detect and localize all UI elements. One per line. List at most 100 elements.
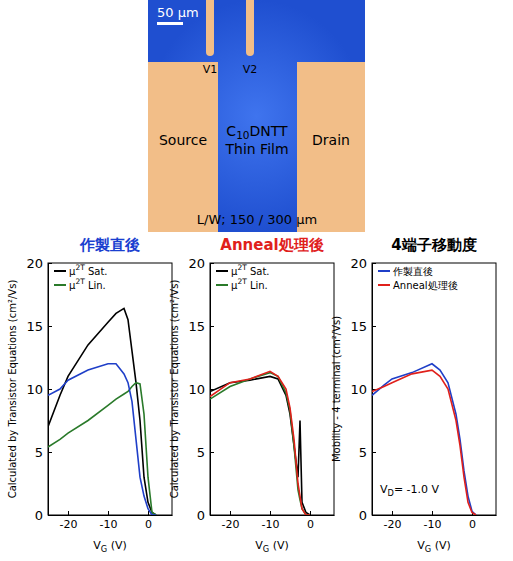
legend-swatch [54, 270, 66, 272]
legend-swatch [54, 284, 66, 286]
x-tick: -20 [222, 511, 240, 531]
y-axis: 0 5 10 15 20 [188, 256, 214, 523]
y-tick-mark [48, 515, 52, 516]
legend-swatch [216, 270, 228, 272]
plot-frame [372, 263, 496, 515]
y-tick-label: 0 [197, 508, 205, 523]
y-tick: 15 [350, 319, 376, 334]
series-line [48, 383, 156, 515]
y-axis-title: Calculated by Transistor Equations (cm²/… [169, 280, 180, 499]
panel-title: Anneal処理後 [220, 236, 323, 254]
x-tick: -10 [262, 511, 280, 531]
legend: 作製直後 Anneal処理後 [378, 266, 458, 291]
text-part: 2T [75, 263, 85, 272]
legend-entry: 作製直後 [378, 266, 433, 277]
text-part: (V) [269, 539, 289, 552]
legend-label: μ2T Lin. [69, 277, 106, 291]
y-tick-mark [210, 452, 214, 453]
x-axis-line [211, 515, 335, 516]
y-tick-mark [372, 452, 376, 453]
x-axis: -20-100 [211, 511, 335, 531]
y-tick-label: 20 [188, 256, 205, 271]
y-tick-mark [48, 263, 52, 264]
legend: μ2T Sat.μ2T Lin. [216, 263, 270, 291]
legend-swatch [378, 270, 390, 272]
y-tick-label: 5 [359, 445, 367, 460]
y-tick-mark [48, 452, 52, 453]
legend-label: 作製直後 [392, 266, 433, 277]
legend-swatch [216, 284, 228, 286]
film-label: C10DNTT [226, 123, 288, 141]
y-axis: 05101520 [26, 256, 52, 523]
scale-bar [157, 22, 183, 25]
y-tick: 20 [188, 256, 214, 271]
y-tick-label: 15 [188, 319, 205, 334]
y-tick-label: 0 [35, 508, 43, 523]
x-tick-label: -20 [384, 518, 402, 531]
y-tick: 0 [35, 508, 52, 523]
panel-title: 作製直後 [79, 236, 140, 254]
y-tick-label: 20 [350, 256, 367, 271]
plot-frame [210, 263, 334, 515]
y-tick: 5 [197, 445, 214, 460]
x-tick: -10 [100, 511, 118, 531]
drain-label: Drain [312, 132, 350, 148]
x-tick-label: -20 [222, 518, 240, 531]
legend-label: μ2T Sat. [231, 263, 270, 277]
x-tick: -20 [60, 511, 78, 531]
x-tick-label: 0 [145, 518, 152, 531]
legend-entry: μ2T Lin. [216, 277, 268, 291]
text-part: Lin. [85, 280, 106, 291]
y-tick-label: 15 [350, 319, 367, 334]
legend: μ2T Sat.μ2T Lin. [54, 263, 108, 291]
x-tick-mark [230, 511, 231, 515]
y-tick-label: 10 [188, 382, 205, 397]
text-part: DNTT [250, 123, 289, 139]
x-tick-label: -20 [60, 518, 78, 531]
x-axis-line [373, 515, 497, 516]
legend-label: Anneal処理後 [393, 280, 458, 291]
y-tick-label: 20 [26, 256, 43, 271]
y-tick: 5 [359, 445, 376, 460]
y-tick-label: 5 [197, 445, 205, 460]
series-line [210, 371, 310, 515]
x-tick-mark [392, 511, 393, 515]
x-tick-label: -10 [424, 518, 442, 531]
micrograph: 50 µmV1V2SourceDrainC10DNTTThin FilmL/W;… [148, 0, 365, 232]
y-axis-title: Calculated by Transistor Equations (cm²/… [7, 280, 18, 499]
x-axis-title: VG (V) [255, 539, 289, 554]
source-label: Source [159, 132, 207, 148]
y-tick-label: 5 [35, 445, 43, 460]
x-tick: -10 [424, 511, 442, 531]
figure: 50 µmV1V2SourceDrainC10DNTTThin FilmL/W;… [0, 0, 513, 561]
annotation: VD= -1.0 V [380, 483, 440, 498]
text-part: 2T [237, 277, 247, 286]
x-axis-title: VG (V) [93, 539, 127, 554]
plot-lines [372, 364, 476, 515]
drain-pad [297, 62, 365, 232]
y-tick: 0 [197, 508, 214, 523]
series-line [48, 308, 156, 515]
y-axis-title: Mobility - 4 terminal (cm²/Vs) [331, 316, 342, 462]
probe-label: V2 [243, 63, 258, 76]
text-part: 10 [236, 129, 249, 141]
x-tick-label: -10 [100, 518, 118, 531]
y-tick: 10 [188, 382, 214, 397]
source-pad [148, 62, 218, 232]
film-label: Thin Film [224, 141, 288, 157]
panel: -20-10005101520VG (V)Calculated by Trans… [7, 256, 173, 554]
text-part: (V) [107, 539, 127, 552]
probe [246, 0, 254, 56]
y-tick-label: 10 [350, 382, 367, 397]
x-tick-mark [108, 511, 109, 515]
substrate [148, 0, 365, 232]
x-axis: -20-100 [373, 511, 497, 531]
text-part: 2T [75, 277, 85, 286]
y-tick-mark [48, 389, 52, 390]
x-axis-line [49, 515, 173, 516]
legend-entry: μ2T Sat. [216, 263, 270, 277]
text-part: (V) [431, 539, 451, 552]
legend-swatch [378, 284, 390, 286]
text-part: 2T [237, 263, 247, 272]
y-tick-label: 10 [26, 382, 43, 397]
